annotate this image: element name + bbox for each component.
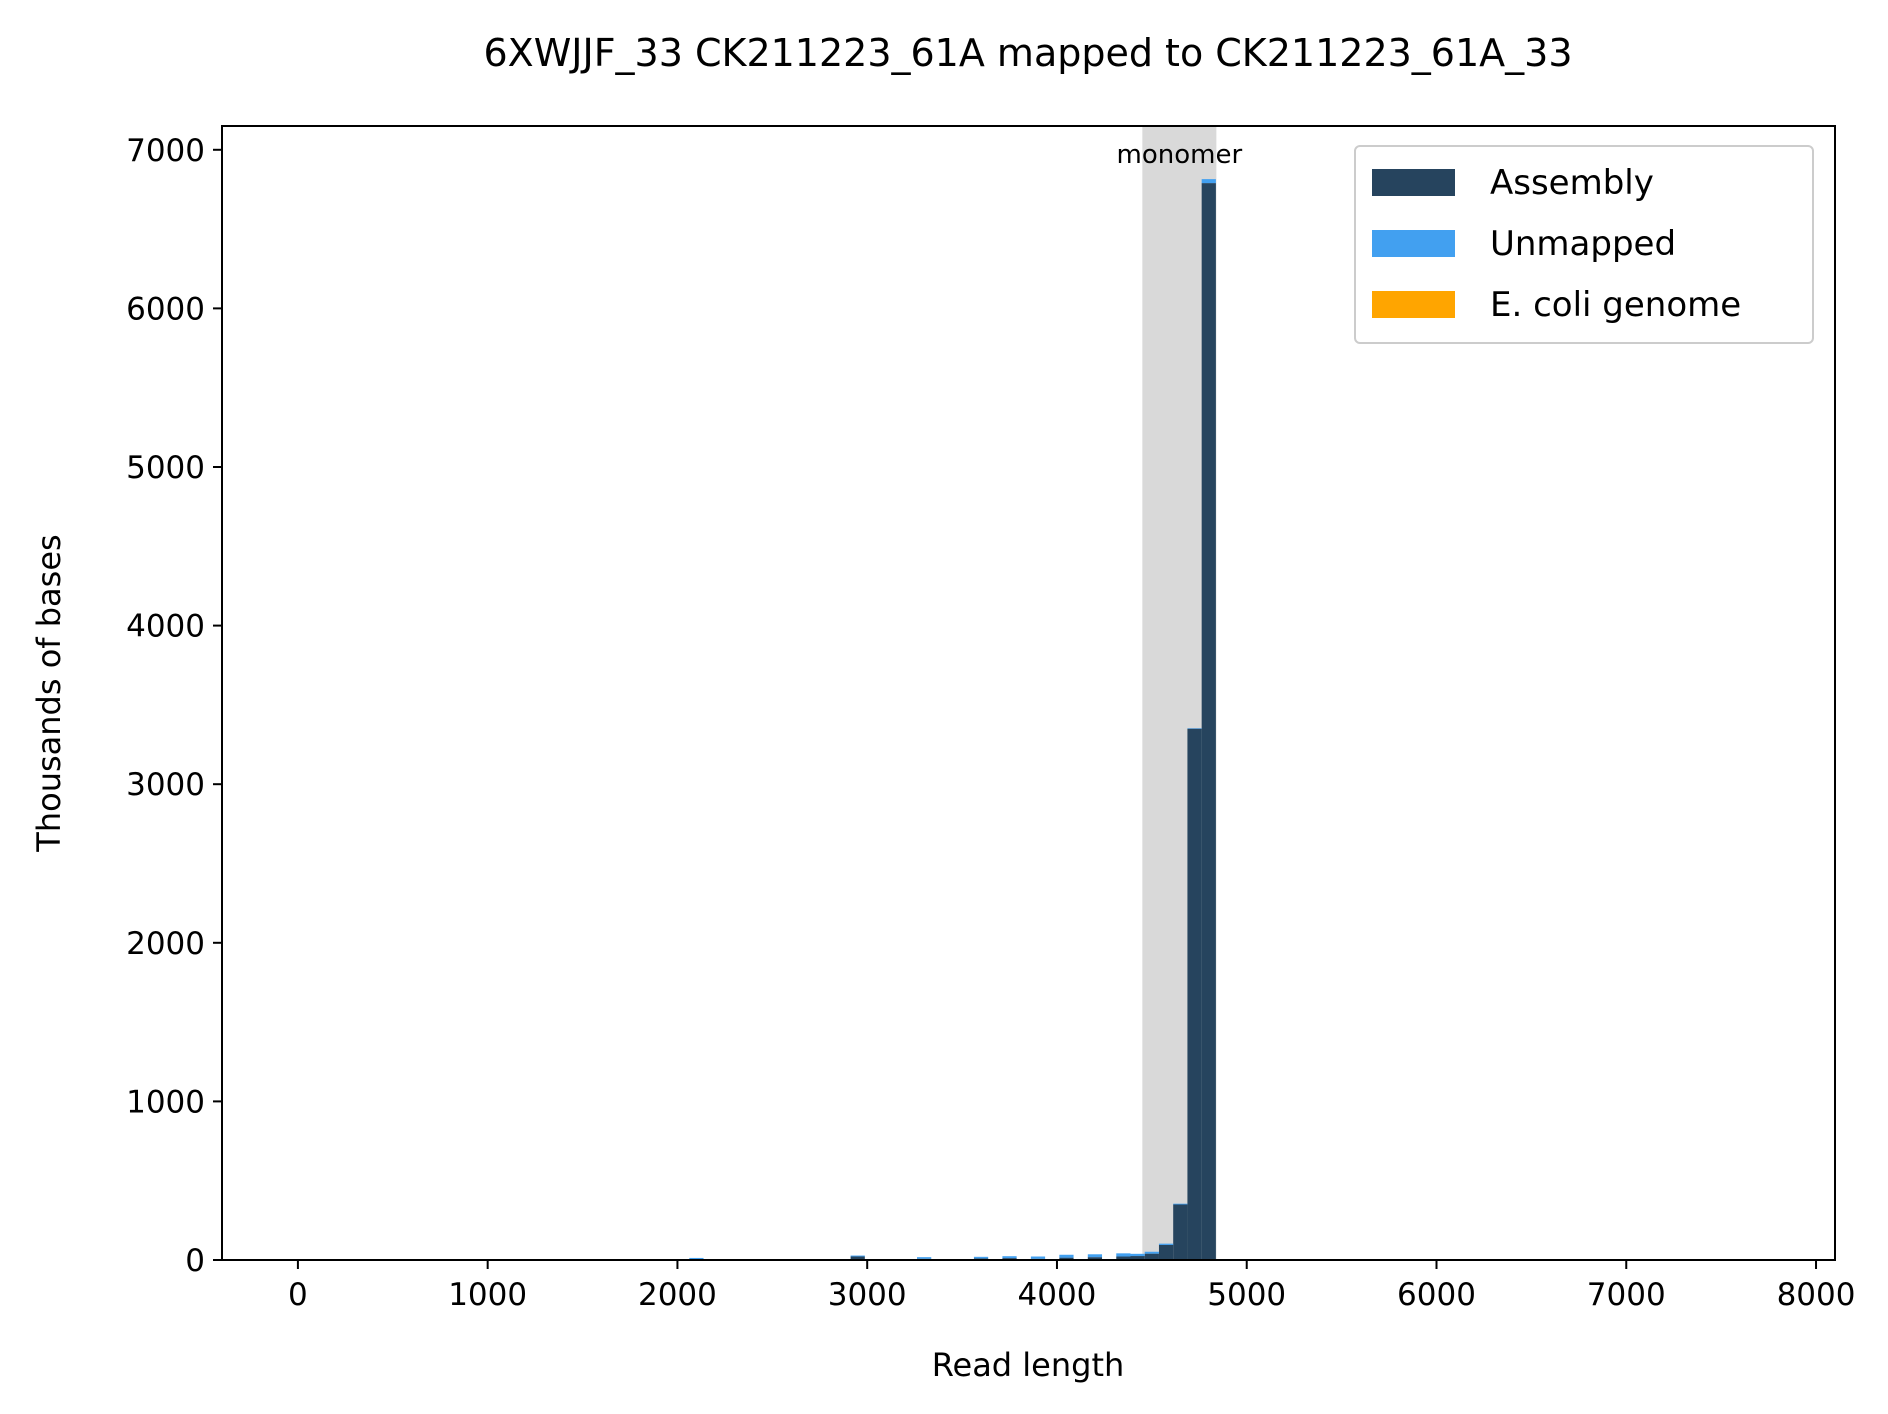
bar-assembly-2950: [850, 1256, 865, 1260]
bar-unmapped-2100: [689, 1257, 704, 1260]
x-tick-label-6000: 6000: [1397, 1277, 1476, 1313]
bar-unmapped-3900: [1030, 1256, 1046, 1259]
bar-unmapped-4650: [1173, 1203, 1188, 1205]
y-tick-label-4000: 4000: [126, 609, 205, 645]
legend-swatch-assembly: [1372, 169, 1455, 196]
x-tick-label-1000: 1000: [448, 1277, 527, 1313]
bar-unmapped-3750: [1002, 1256, 1017, 1259]
y-tick-label-3000: 3000: [126, 767, 205, 803]
bar-unmapped-4725: [1187, 728, 1202, 729]
legend-box: [1354, 145, 1814, 344]
legend-label-e-coli-genome: E. coli genome: [1490, 285, 1741, 325]
y-tick-label-0: 0: [185, 1243, 205, 1279]
bar-assembly-4200: [1087, 1257, 1103, 1260]
bar-unmapped-4575: [1158, 1243, 1174, 1245]
legend: Assembly Unmapped E. coli genome: [1354, 145, 1814, 344]
y-tick-label-7000: 7000: [126, 133, 205, 169]
bar-unmapped-4500: [1144, 1251, 1159, 1254]
plot-frame: [221, 125, 1836, 1261]
bar-assembly-4650: [1173, 1204, 1188, 1260]
y-tick-label-6000: 6000: [126, 291, 205, 327]
x-tick-label-5000: 5000: [1207, 1277, 1286, 1313]
bar-unmapped-4200: [1087, 1254, 1103, 1258]
y-tick-label-1000: 1000: [126, 1084, 205, 1120]
x-tick-label-8000: 8000: [1777, 1277, 1856, 1313]
bar-unmapped-4050: [1059, 1254, 1074, 1258]
bars: [442, 179, 1406, 1261]
bar-assembly-4800: [1201, 183, 1216, 1261]
bar-assembly-4350: [1116, 1256, 1131, 1260]
bar-unmapped-2950: [850, 1255, 865, 1257]
x-tick-label-3000: 3000: [828, 1277, 907, 1313]
x-axis-ticks: 0 1000 2000 3000 4000 5000 6000 7000 8000: [288, 1260, 1855, 1313]
x-axis-label: Read length: [932, 1346, 1125, 1384]
legend-label-unmapped: Unmapped: [1490, 224, 1676, 264]
bar-assembly-4500: [1144, 1253, 1159, 1260]
legend-label-assembly: Assembly: [1490, 163, 1654, 203]
y-axis-ticks: 0 1000 2000 3000 4000 5000 6000 7000: [126, 133, 222, 1279]
bar-unmapped-3300: [917, 1257, 932, 1259]
bar-unmapped-4800: [1201, 179, 1216, 184]
y-tick-label-5000: 5000: [126, 450, 205, 486]
x-tick-label-0: 0: [288, 1277, 308, 1313]
bar-unmapped-4350: [1116, 1253, 1131, 1257]
legend-swatch-e-coli-genome: [1372, 291, 1455, 318]
bar-assembly-4050: [1059, 1257, 1074, 1260]
legend-swatch-unmapped: [1372, 230, 1455, 257]
x-tick-label-7000: 7000: [1587, 1277, 1666, 1313]
bar-unmapped-4425: [1130, 1253, 1145, 1257]
x-tick-label-2000: 2000: [638, 1277, 717, 1313]
bar-assembly-4725: [1187, 728, 1202, 1260]
bar-unmapped-3600: [973, 1256, 989, 1259]
y-tick-label-2000: 2000: [126, 926, 205, 962]
bar-assembly-4575: [1158, 1244, 1174, 1260]
bar-assembly-4425: [1130, 1256, 1145, 1260]
x-tick-label-4000: 4000: [1018, 1277, 1097, 1313]
y-axis-label: Thousands of bases: [30, 534, 68, 852]
monomer-label: monomer: [1117, 140, 1243, 170]
chart-title: 6XWJJF_33 CK211223_61A mapped to CK21122…: [484, 31, 1573, 75]
